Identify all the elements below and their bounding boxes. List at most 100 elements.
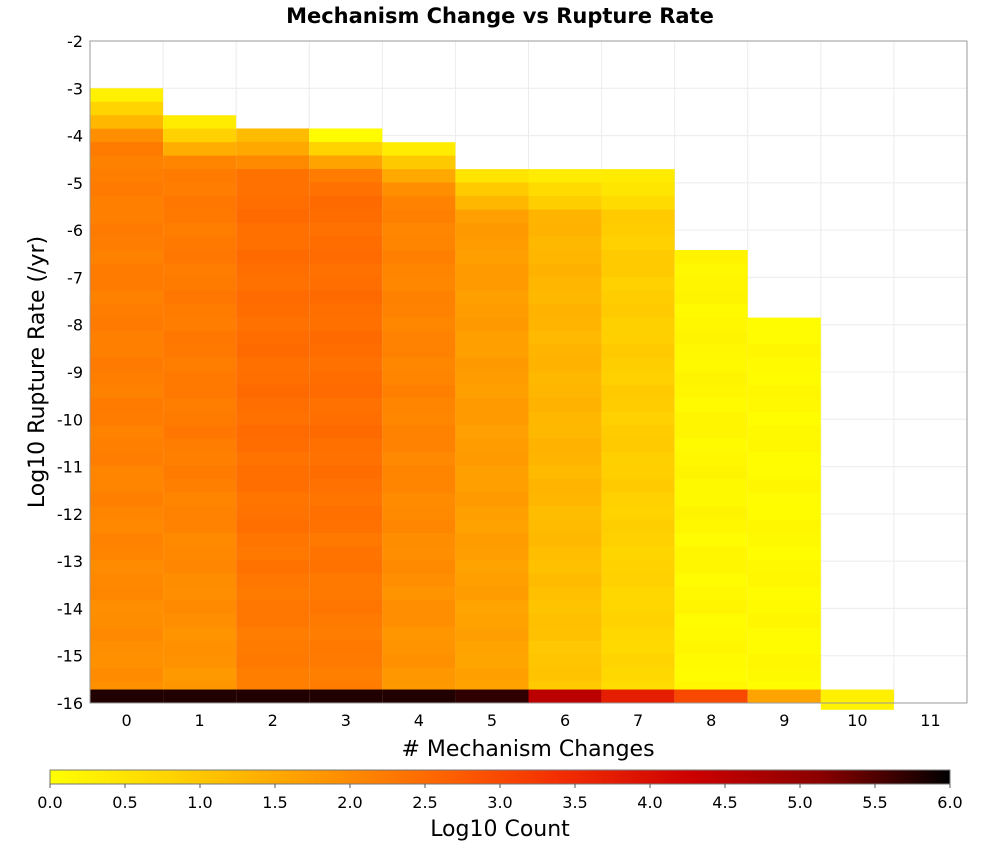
heatmap-cell	[236, 276, 310, 291]
heatmap-cell	[236, 613, 310, 628]
heatmap-cell	[163, 236, 237, 251]
heatmap-cell	[236, 398, 310, 412]
heatmap-cell	[163, 667, 237, 682]
heatmap-cell	[674, 344, 748, 359]
heatmap-cell	[90, 425, 164, 440]
heatmap-cell	[309, 195, 383, 210]
heatmap-cell	[236, 263, 310, 278]
heatmap-cell	[309, 505, 383, 520]
heatmap-cell	[747, 438, 821, 453]
heatmap-cell	[90, 546, 164, 561]
heatmap-cell	[309, 586, 383, 601]
colorbar-tick-label: 4.5	[712, 793, 737, 812]
heatmap-cell	[90, 236, 164, 251]
heatmap-cell	[528, 236, 602, 251]
heatmap-cell	[382, 667, 456, 682]
heatmap-cell	[455, 533, 529, 547]
heatmap-cell	[455, 586, 529, 601]
heatmap-cell	[163, 371, 237, 386]
heatmap-cell	[236, 357, 310, 372]
heatmap-cell	[747, 587, 821, 602]
heatmap-cell	[674, 640, 748, 655]
heatmap-cell	[90, 155, 164, 170]
heatmap-cell-bottom	[382, 689, 456, 703]
y-tick-label: -4	[67, 127, 83, 146]
heatmap-cell	[90, 223, 164, 237]
heatmap-cell	[382, 559, 456, 574]
heatmap-cell	[309, 344, 383, 358]
x-tick-label: 11	[920, 711, 940, 730]
heatmap-cell	[163, 533, 237, 547]
heatmap-cell	[236, 155, 310, 170]
heatmap-cell	[90, 452, 164, 467]
heatmap-cell	[601, 627, 675, 642]
heatmap-cell	[528, 667, 602, 682]
heatmap-cell	[309, 478, 383, 493]
heatmap-cell	[528, 533, 602, 547]
heatmap-cell	[90, 88, 164, 103]
heatmap-cell	[747, 546, 821, 561]
heatmap-cell	[309, 141, 383, 156]
heatmap-cell	[163, 627, 237, 642]
heatmap-cell	[674, 384, 748, 399]
heatmap-cell	[455, 640, 529, 655]
heatmap-cell	[236, 371, 310, 385]
heatmap-cell	[601, 169, 675, 184]
heatmap-cell	[90, 492, 164, 507]
heatmap-cell	[90, 263, 164, 278]
heatmap-cell	[674, 600, 748, 615]
colorbar-tick-label: 5.5	[862, 793, 887, 812]
x-tick-label: 10	[847, 711, 867, 730]
heatmap-cell	[309, 640, 383, 655]
heatmap-cell	[236, 182, 310, 197]
heatmap-cell	[90, 640, 164, 655]
heatmap-cell	[309, 613, 383, 628]
heatmap-cell	[455, 263, 529, 278]
heatmap-cell	[236, 465, 310, 480]
heatmap-cell	[674, 586, 748, 601]
heatmap-cell	[382, 357, 456, 372]
heatmap-cell	[455, 438, 529, 453]
heatmap-cell	[528, 317, 602, 332]
heatmap-cell	[236, 424, 310, 439]
heatmap-cell	[674, 263, 748, 278]
heatmap-cell	[747, 411, 821, 426]
heatmap-cell	[163, 559, 237, 574]
heatmap-cell	[382, 398, 456, 413]
heatmap-cell	[309, 451, 383, 466]
colorbar-tick-label: 1.0	[187, 793, 212, 812]
chart-title: Mechanism Change vs Rupture Rate	[286, 4, 714, 28]
heatmap-cell	[455, 317, 529, 332]
heatmap-cell	[674, 506, 748, 520]
colorbar-tick-label: 4.0	[637, 793, 662, 812]
colorbar-tick-label: 2.0	[337, 793, 362, 812]
heatmap-cell	[455, 344, 529, 359]
heatmap-cell	[528, 627, 602, 642]
heatmap-cell	[528, 182, 602, 197]
x-tick-label: 8	[706, 711, 716, 730]
heatmap-cell	[674, 276, 748, 291]
heatmap-cell	[747, 479, 821, 494]
heatmap-cell	[90, 479, 164, 493]
heatmap-cell	[528, 303, 602, 318]
heatmap-cell	[309, 182, 383, 197]
heatmap-cell	[601, 182, 675, 197]
heatmap-cell	[747, 641, 821, 655]
heatmap-cell	[601, 438, 675, 453]
heatmap-cell	[90, 128, 164, 143]
heatmap-cell	[528, 613, 602, 628]
heatmap-cell	[747, 533, 821, 548]
heatmap-cell	[455, 465, 529, 480]
heatmap-cell	[382, 317, 456, 332]
heatmap-cell	[309, 519, 383, 534]
heatmap-cell	[601, 452, 675, 467]
heatmap-cell	[528, 546, 602, 561]
heatmap-cell	[309, 317, 383, 332]
colorbar-tick-label: 6.0	[937, 793, 962, 812]
heatmap-cell	[601, 465, 675, 480]
heatmap-cell	[163, 613, 237, 628]
heatmap-cell	[747, 398, 821, 413]
y-axis-ticks: -2 -3 -4 -5 -6 -7 -8 -9 -10 -11 -12 -13 -14 -15 -16	[57, 32, 83, 713]
heatmap-cell	[309, 424, 383, 439]
